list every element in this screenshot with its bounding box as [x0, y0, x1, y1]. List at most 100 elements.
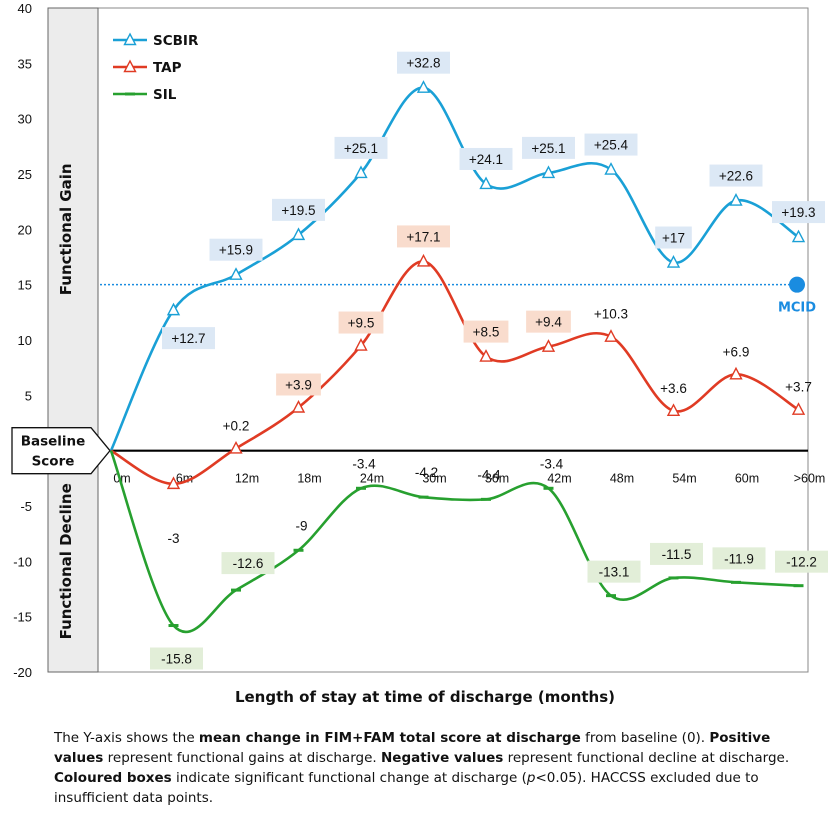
scbir-data-label: +19.5	[281, 203, 315, 218]
x-tick-label: 24m	[360, 472, 384, 486]
sil-data-label: -12.2	[786, 555, 817, 570]
tap-data-label: +9.5	[348, 316, 375, 331]
tap-point	[229, 440, 243, 454]
scbir-data-label: +25.1	[531, 141, 565, 156]
scbir-point	[166, 302, 181, 316]
series-line-scbir	[109, 86, 800, 452]
scbir-point	[354, 165, 368, 179]
y-tick-label: 20	[18, 222, 32, 237]
series-layer	[109, 80, 806, 634]
tap-data-label: +17.1	[406, 229, 440, 244]
scbir-label-box	[655, 226, 692, 249]
caption-text-3: represent functional gains at discharge.	[103, 750, 381, 766]
y-tick-label: -10	[13, 554, 32, 569]
scbir-data-label: +15.9	[219, 243, 253, 258]
y-axis-panel	[47, 7, 99, 673]
x-tick-label: 30m	[422, 472, 446, 486]
caption-bold-3: Negative values	[380, 750, 504, 766]
legend: SCBIR TAP SIL	[113, 32, 199, 103]
axes: Functional Gain Functional Decline -20 -15 -…	[11, 1, 826, 680]
tap-data-label: -3	[167, 531, 179, 546]
caption-text-1: The Y-axis shows the	[54, 730, 199, 746]
y-tick-label: 30	[18, 112, 32, 127]
sil-label-box	[150, 647, 203, 670]
tap-data-label: +9.4	[535, 315, 562, 330]
x-tick-label: 12m	[235, 472, 259, 486]
scbir-label-box	[272, 198, 325, 221]
x-tick-label: >60m	[794, 472, 826, 486]
line-chart: Functional Gain Functional Decline -20 -15 -…	[11, 1, 828, 706]
legend-label-sil: SIL	[153, 87, 177, 103]
x-tick-label: 60m	[735, 472, 759, 486]
caption-italic-p: p	[526, 770, 536, 786]
scbir-point	[604, 162, 618, 175]
tap-label-box	[338, 311, 384, 334]
sil-data-label: -11.5	[662, 547, 692, 562]
tap-data-label: +8.5	[473, 325, 500, 340]
chart-caption: The Y-axis shows the mean change in FIM+…	[54, 728, 814, 808]
tap-label-box	[276, 373, 321, 396]
tap-point	[666, 403, 681, 417]
scbir-data-label: +32.8	[406, 56, 440, 71]
scbir-label-box	[459, 147, 513, 170]
scbir-point	[729, 193, 743, 206]
y-tick-label: -15	[13, 610, 32, 625]
caption-bold-2: Positive values	[54, 730, 771, 766]
tap-data-label: +3.6	[660, 381, 687, 396]
caption-text-2: from baseline (0).	[580, 730, 710, 746]
y-axis-title-gain: Functional Gain	[57, 163, 75, 295]
y-tick-label: -5	[20, 499, 32, 514]
baseline-label-box	[11, 427, 111, 475]
x-tick-label: 54m	[672, 472, 696, 486]
baseline-label-line2: Score	[32, 454, 75, 470]
tap-point	[416, 253, 431, 267]
sil-label-box	[775, 550, 828, 573]
scbir-data-label: +19.3	[781, 205, 815, 220]
baseline-label-line1: Baseline	[21, 434, 86, 450]
sil-label-box	[712, 547, 766, 570]
y-tick-label: -20	[13, 665, 32, 680]
y-tick-label: 35	[18, 56, 32, 71]
y-tick-label: 5	[25, 388, 32, 403]
sil-label-box	[221, 552, 275, 575]
mcid-label: MCID	[778, 301, 816, 316]
scbir-label-box	[772, 201, 825, 224]
tap-point	[604, 329, 618, 342]
scbir-data-label: +22.6	[719, 169, 753, 184]
sil-label-box	[650, 542, 703, 565]
tap-point	[166, 476, 181, 490]
scbir-data-label: +17	[662, 231, 685, 246]
scbir-label-box	[709, 164, 763, 187]
scbir-label-box	[522, 136, 575, 159]
x-tick-label: 42m	[547, 472, 571, 486]
y-tick-label: 10	[18, 333, 32, 348]
sil-data-label: -4.2	[415, 465, 438, 480]
sil-data-label: -11.9	[724, 551, 754, 566]
mcid-marker	[789, 276, 805, 293]
scbir-data-label: +12.7	[171, 331, 205, 346]
sil-data-label: -15.8	[161, 652, 192, 667]
sil-data-label: -3.4	[352, 456, 376, 471]
caption-text-6: <0.05). HACCSS excluded due to insuffici…	[54, 770, 759, 806]
scbir-point	[479, 176, 493, 190]
scbir-label-box	[209, 238, 263, 261]
scbir-label-box	[162, 327, 215, 350]
tap-data-label: +6.9	[723, 344, 750, 359]
caption-text-5: indicate significant functional change a…	[171, 770, 527, 786]
tap-point	[354, 338, 368, 351]
scbir-label-box	[584, 133, 638, 156]
scbir-point	[791, 229, 806, 243]
y-tick-label: 25	[18, 167, 32, 182]
tap-data-label: +10.3	[594, 307, 628, 322]
scbir-label-box	[334, 136, 388, 159]
labels-layer: +12.7 +15.9 +19.5 +25.1 +32.8 +24.1 +25.1 +25.4…	[150, 51, 828, 670]
y-tick-label: 40	[18, 1, 32, 16]
sil-data-label: -9	[295, 518, 307, 533]
tap-point	[791, 402, 806, 415]
scbir-point	[416, 80, 431, 93]
tap-label-box	[463, 320, 509, 343]
caption-text-4: represent functional decline at discharg…	[503, 750, 790, 766]
scbir-point	[291, 227, 306, 241]
scbir-point	[229, 267, 243, 280]
x-tick-label: 48m	[610, 472, 634, 486]
